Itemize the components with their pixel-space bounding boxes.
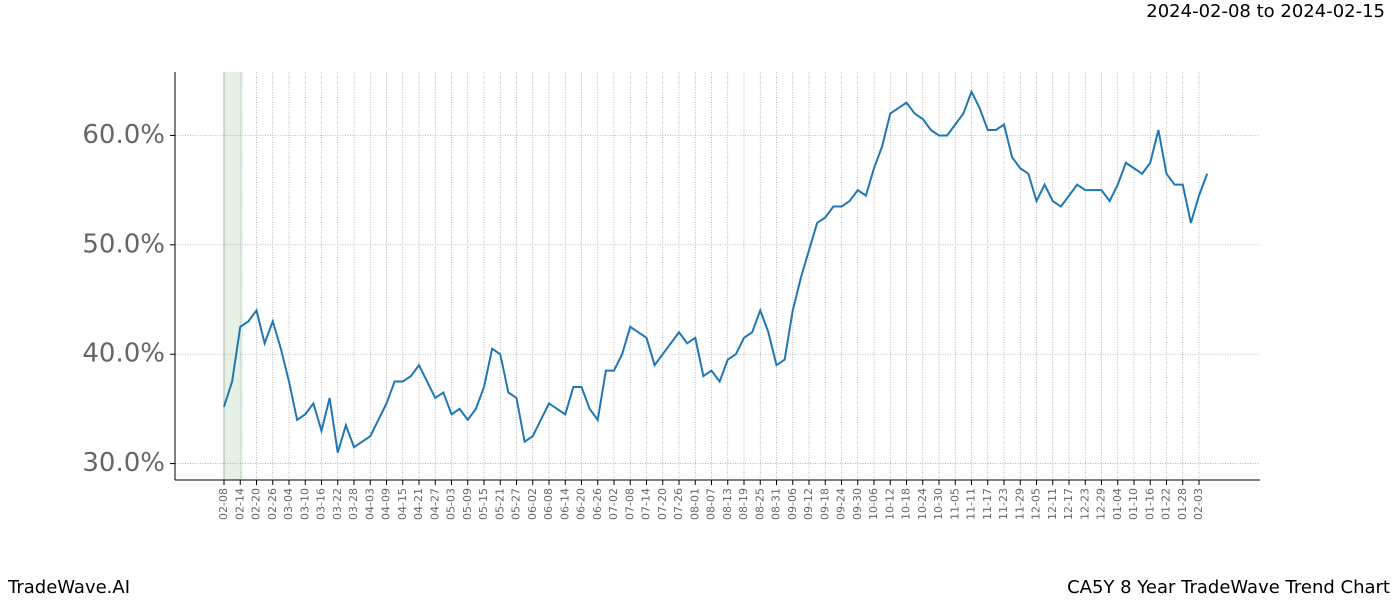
x-tick-label: 05-21 [493,488,506,520]
x-tick-label: 05-09 [461,488,474,520]
x-tick-label: 07-26 [672,488,685,520]
x-tick-label: 04-09 [380,488,393,520]
y-tick-label: 30.0% [82,448,165,478]
x-tick-label: 03-22 [331,488,344,520]
x-tick-label: 05-27 [510,488,523,520]
x-tick-label: 08-01 [688,488,701,520]
x-tick-label: 08-13 [721,488,734,520]
x-tick-label: 12-17 [1062,488,1075,520]
x-tick-label: 11-17 [981,488,994,520]
x-tick-label: 04-15 [396,488,409,520]
x-tick-label: 06-20 [575,488,588,520]
x-tick-label: 02-14 [233,488,246,520]
x-tick-label: 09-12 [802,488,815,520]
x-tick-label: 06-14 [558,488,571,520]
x-tick-label: 03-28 [347,488,360,520]
x-tick-label: 04-27 [428,488,441,520]
x-tick-label: 11-23 [997,488,1010,520]
x-tick-label: 10-30 [932,488,945,520]
x-tick-label: 11-29 [1013,488,1026,520]
brand: TradeWave.AI [7,577,130,598]
x-tick-label: 10-18 [900,488,913,520]
x-tick-label: 11-05 [948,488,961,520]
x-tick-label: 04-21 [412,488,425,520]
y-tick-label: 40.0% [82,339,165,369]
x-tick-label: 02-20 [250,488,263,520]
x-tick-label: 07-20 [656,488,669,520]
x-tick-label: 09-24 [835,488,848,520]
x-tick-label: 04-03 [363,488,376,520]
x-tick-label: 01-28 [1176,488,1189,520]
x-tick-label: 07-08 [623,488,636,520]
x-tick-label: 01-10 [1127,488,1140,520]
y-tick-label: 50.0% [82,229,165,259]
x-tick-label: 09-18 [818,488,831,520]
x-tick-label: 01-22 [1160,488,1173,520]
x-tick-label: 12-23 [1078,488,1091,520]
x-tick-label: 08-07 [705,488,718,520]
x-tick-label: 07-14 [640,488,653,520]
y-tick-label: 60.0% [82,120,165,150]
x-tick-label: 03-04 [282,488,295,520]
x-tick-label: 07-02 [607,488,620,520]
x-tick-label: 03-10 [298,488,311,520]
date-range: 2024-02-08 to 2024-02-15 [1146,1,1385,22]
x-tick-label: 10-24 [916,488,929,520]
x-tick-label: 01-04 [1111,488,1124,520]
x-tick-label: 01-16 [1143,488,1156,520]
x-tick-label: 08-31 [770,488,783,520]
x-tick-label: 03-16 [315,488,328,520]
x-tick-label: 10-06 [867,488,880,520]
x-tick-label: 05-15 [477,488,490,520]
x-tick-label: 02-08 [217,488,230,520]
x-tick-label: 06-02 [526,488,539,520]
x-tick-label: 12-29 [1095,488,1108,520]
x-tick-label: 12-05 [1030,488,1043,520]
highlight-range [224,72,243,480]
x-tick-label: 08-19 [737,488,750,520]
x-tick-label: 10-12 [883,488,896,520]
x-tick-label: 05-03 [445,488,458,520]
x-tick-label: 02-26 [266,488,279,520]
x-tick-label: 09-06 [786,488,799,520]
chart-footer-title: CA5Y 8 Year TradeWave Trend Chart [1067,577,1390,598]
x-tick-label: 06-08 [542,488,555,520]
x-tick-label: 02-03 [1192,488,1205,520]
x-tick-label: 08-25 [753,488,766,520]
x-tick-label: 06-26 [591,488,604,520]
x-tick-label: 09-30 [851,488,864,520]
x-tick-label: 12-11 [1046,488,1059,520]
series-line [223,89,1209,453]
x-tick-label: 11-11 [965,488,978,520]
